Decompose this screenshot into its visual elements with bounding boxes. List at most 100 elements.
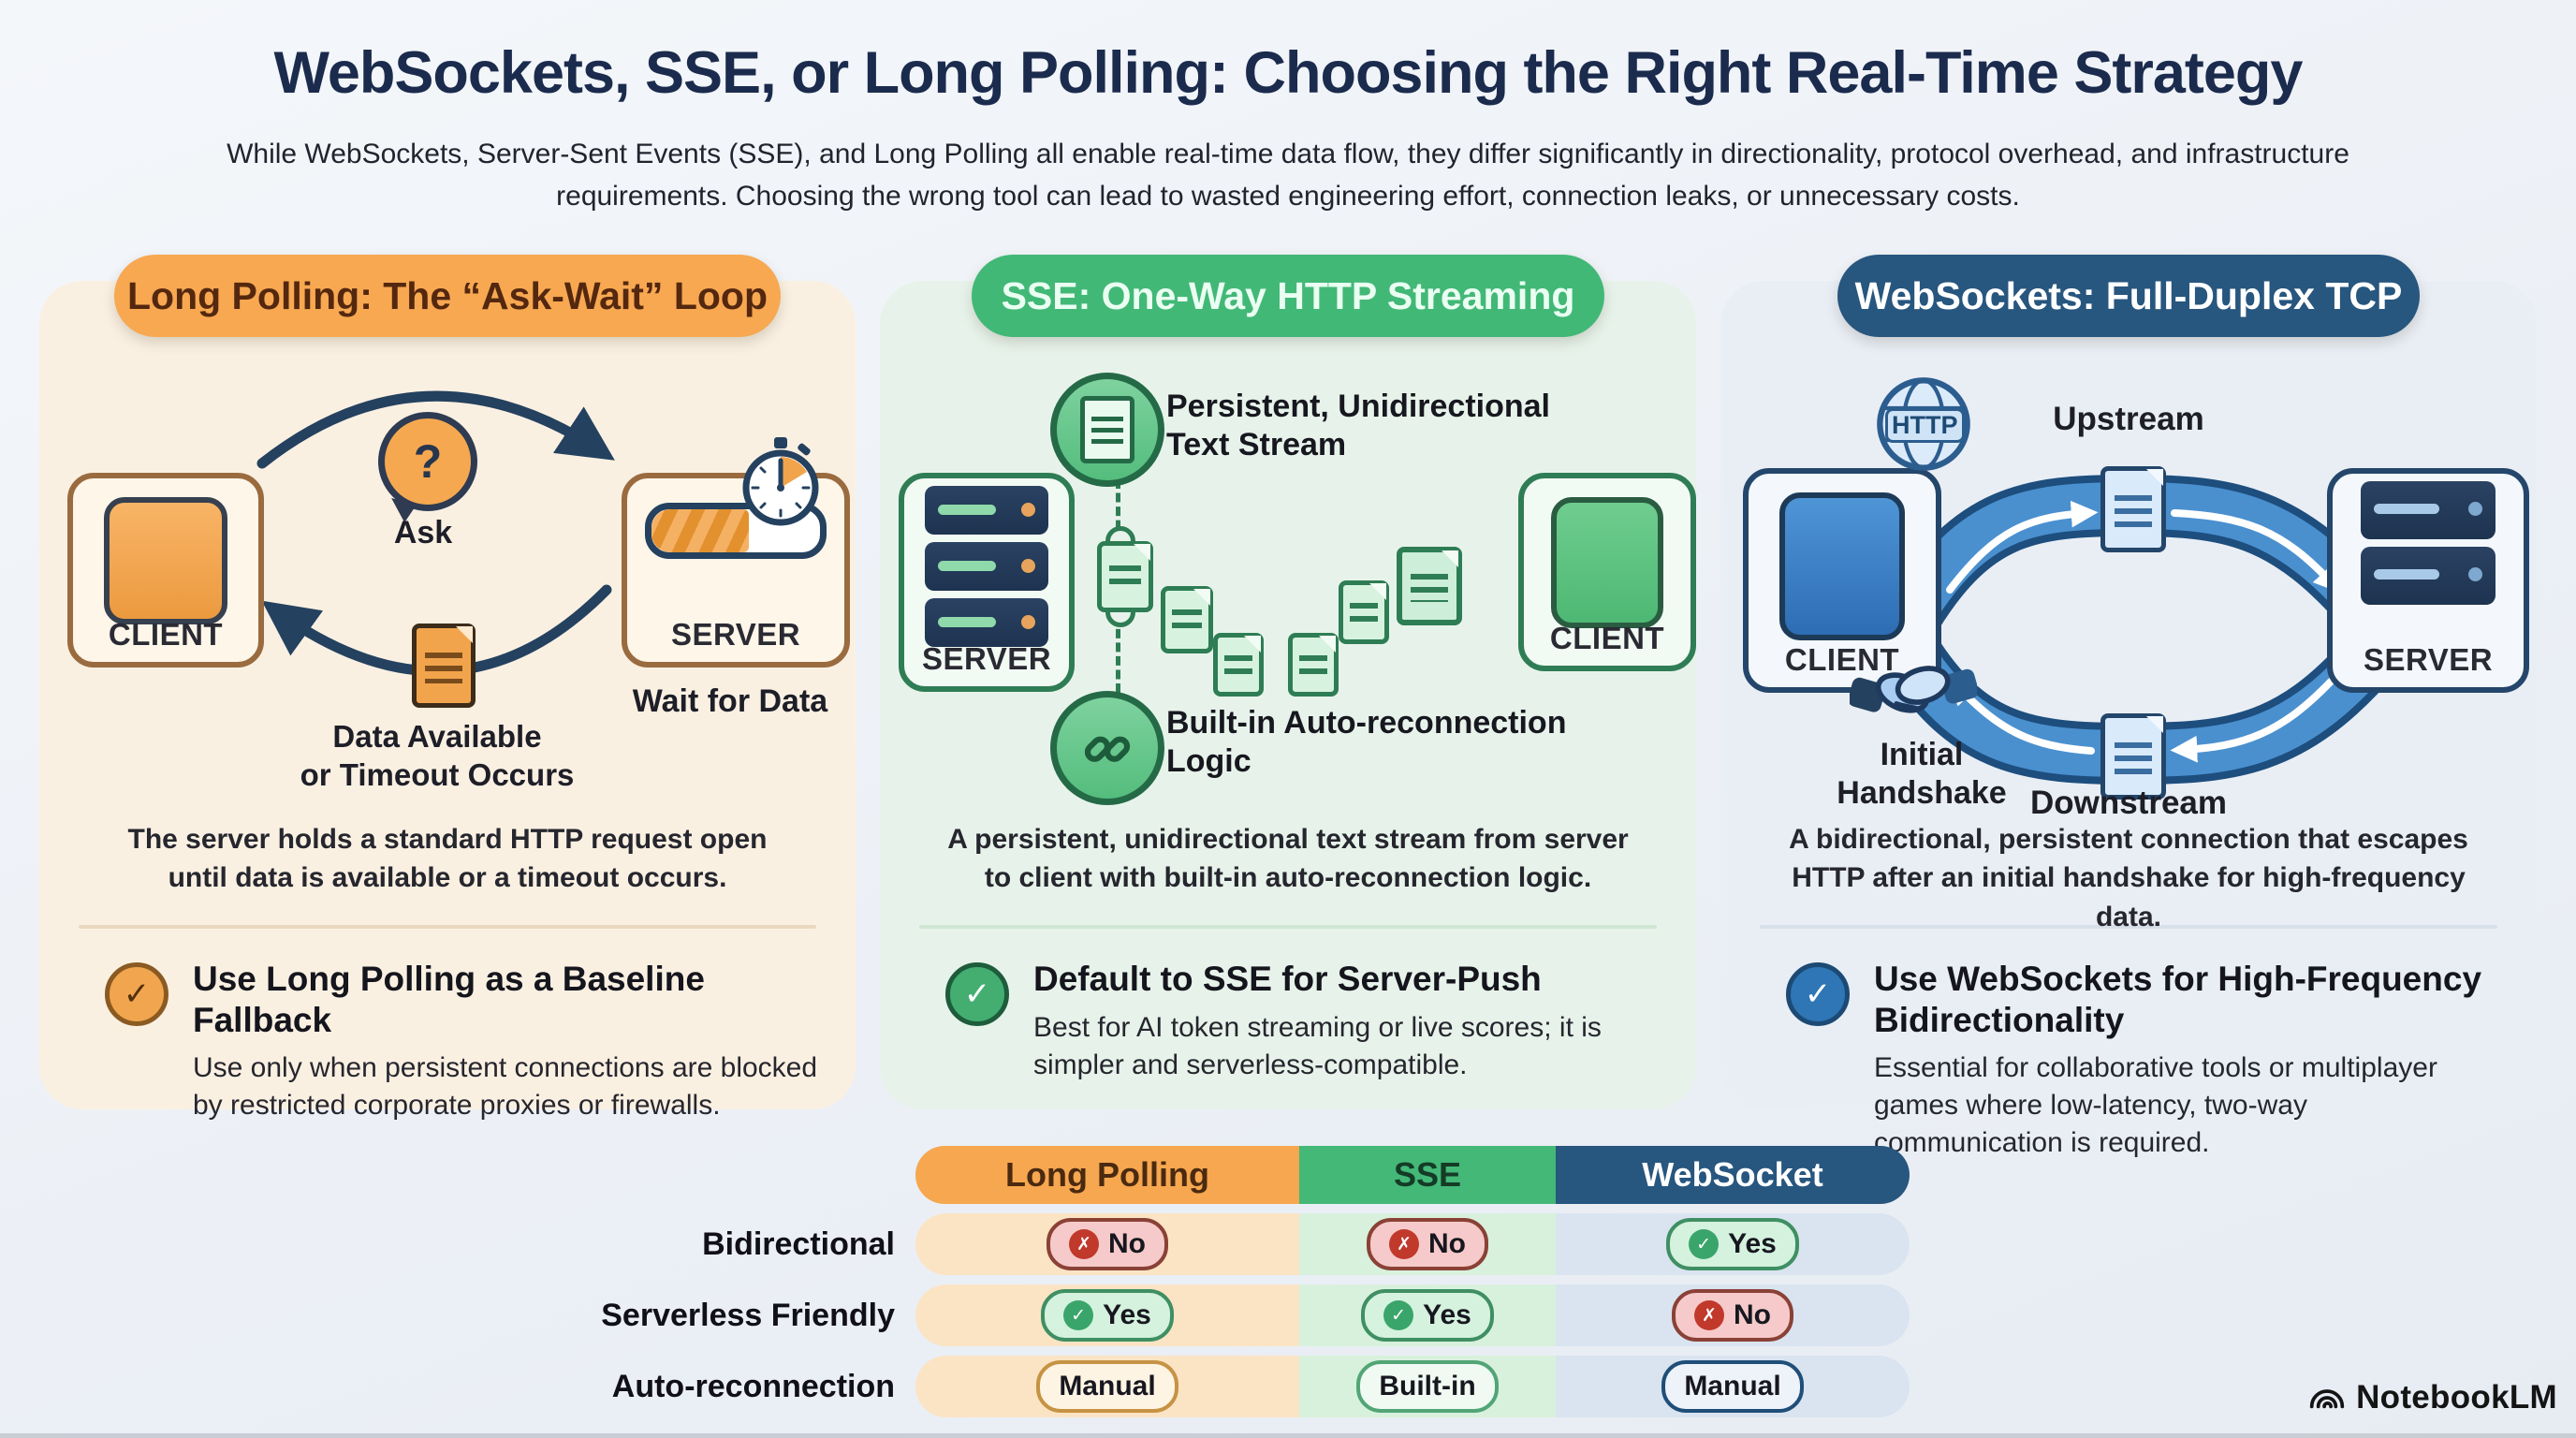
server-unit [2361,481,2496,539]
badge-text: No [1428,1228,1466,1259]
sse-takeaway: ✓ Default to SSE for Server-Push Best fo… [945,959,1672,1083]
check-glyph: ✓ [1804,976,1832,1012]
badge-text: Manual [1059,1371,1156,1401]
takeaway-body: Use only when persistent connections are… [193,1052,818,1122]
ask-label: Ask [393,515,453,550]
wait-for-data-label: Wait for Data [632,683,828,719]
server-unit [925,598,1048,647]
check-icon: ✓ [945,962,1009,1026]
server-unit [925,486,1048,535]
column-header-sse: SSE [1299,1146,1556,1204]
data-available-line2: or Timeout Occurs [300,757,575,793]
panel-sse: SSE: One-Way HTTP Streaming Persistent, … [880,255,1696,1109]
question-glyph: ? [413,435,443,488]
document-icon [1339,580,1389,644]
document-icon [1161,586,1213,653]
takeaway-title: Use WebSockets for High-Frequency Bidire… [1874,960,2482,1039]
check-glyph: ✓ [123,976,151,1012]
table-row: Bidirectional ✗ No ✗ No ✓ Yes [562,1213,1910,1275]
server-unit [925,542,1048,591]
row-label: Serverless Friendly [601,1297,895,1333]
takeaway-title: Default to SSE for Server-Push [1033,960,1542,998]
divider [79,925,816,929]
badge-text: Manual [1684,1371,1781,1401]
table-row: Auto-reconnection Manual Built-in Manual [562,1356,1910,1417]
takeaway-body: Essential for collaborative tools or mul… [1874,1052,2437,1159]
status-badge: ✗ No [1046,1218,1168,1270]
sse-description: A persistent, unidirectional text stream… [947,824,1629,894]
badge-text: Yes [1423,1299,1471,1330]
takeaway-text: Use WebSockets for High-Frequency Bidire… [1874,959,2492,1162]
notebooklm-logo-icon [2309,1389,2345,1409]
check-icon: ✓ [1063,1300,1094,1330]
long-polling-description: The server holds a standard HTTP request… [127,824,768,894]
http-label: HTTP [1885,408,1965,443]
websockets-header: WebSockets: Full-Duplex TCP [1837,255,2420,337]
progress-fill [651,509,750,552]
comparison-table: Long Polling SSE WebSocket Bidirectional… [562,1146,1910,1417]
server-box: SERVER [2327,468,2529,693]
badge-text: No [1734,1299,1771,1330]
question-bubble-icon: ? [378,412,477,511]
cross-icon: ✗ [1694,1300,1724,1330]
check-icon: ✓ [1383,1300,1414,1330]
client-screen [1551,497,1663,628]
status-badge: ✓ Yes [1041,1289,1174,1342]
client-box: CLIENT [1518,473,1696,671]
document-icon [2100,466,2166,552]
document-icon [1288,633,1339,697]
text-stream-icon [1050,373,1164,487]
auto-reconnect-icon [1050,691,1164,805]
check-icon: ✓ [105,962,168,1026]
takeaway-text: Default to SSE for Server-Push Best for … [1033,959,1672,1083]
badge-text: No [1108,1228,1146,1259]
client-screen [104,497,227,624]
cross-icon: ✗ [1069,1229,1099,1259]
status-badge: ✗ No [1367,1218,1488,1270]
table-header-row: Long Polling SSE WebSocket [562,1146,1910,1204]
client-box: CLIENT [67,473,264,668]
document-icon [1397,547,1462,625]
data-available-line1: Data Available [332,719,542,754]
server-label: SERVER [921,641,1052,676]
initial-handshake-label: Initial Handshake [1837,737,2007,811]
footer: NotebookLM [2307,1378,2557,1417]
client-label: CLIENT [1784,642,1900,677]
badge-text: Built-in [1379,1371,1476,1401]
status-badge: Manual [1661,1360,1804,1413]
long-polling-header: Long Polling: The “Ask-Wait” Loop [114,255,781,337]
status-badge: Manual [1036,1360,1178,1413]
divider [919,925,1657,929]
document-icon [1213,633,1264,697]
server-box: SERVER [622,473,850,668]
client-label: CLIENT [1549,621,1665,655]
websockets-takeaway: ✓ Use WebSockets for High-Frequency Bidi… [1786,959,2512,1162]
divider [1760,925,2497,929]
page-subtitle: While WebSockets, Server-Sent Events (SS… [227,139,2349,212]
feature-bottom-label: Built-in Auto-reconnection Logic [1166,705,1567,780]
row-label: Bidirectional [702,1225,895,1262]
feature-top-label: Persistent, Unidirectional Text Stream [1166,389,1550,463]
status-badge: Built-in [1356,1360,1499,1413]
status-badge: ✗ No [1672,1289,1793,1342]
client-screen [1779,492,1905,640]
chain-link-icon [1084,736,1131,762]
long-polling-takeaway: ✓ Use Long Polling as a Baseline Fallbac… [105,959,831,1124]
page-title: WebSockets, SSE, or Long Polling: Choosi… [273,40,2304,106]
badge-text: Yes [1103,1299,1151,1330]
panel-long-polling: Long Polling: The “Ask-Wait” Loop CLIENT… [39,255,856,1121]
server-box: SERVER [899,473,1075,692]
websockets-description: A bidirectional, persistent connection t… [1789,824,2468,932]
upstream-label: Upstream [2053,401,2204,437]
status-badge: ✓ Yes [1361,1289,1494,1342]
status-badge: ✓ Yes [1666,1218,1799,1270]
column-header-websocket: WebSocket [1556,1146,1910,1204]
bottom-divider [0,1433,2576,1438]
column-header-long-polling: Long Polling [915,1146,1299,1204]
server-unit [2361,547,2496,605]
table-corner [562,1146,915,1204]
table-row: Serverless Friendly ✓ Yes ✓ Yes ✗ No [562,1284,1910,1346]
handshake-icon [1850,666,1977,713]
check-icon: ✓ [1689,1229,1720,1259]
